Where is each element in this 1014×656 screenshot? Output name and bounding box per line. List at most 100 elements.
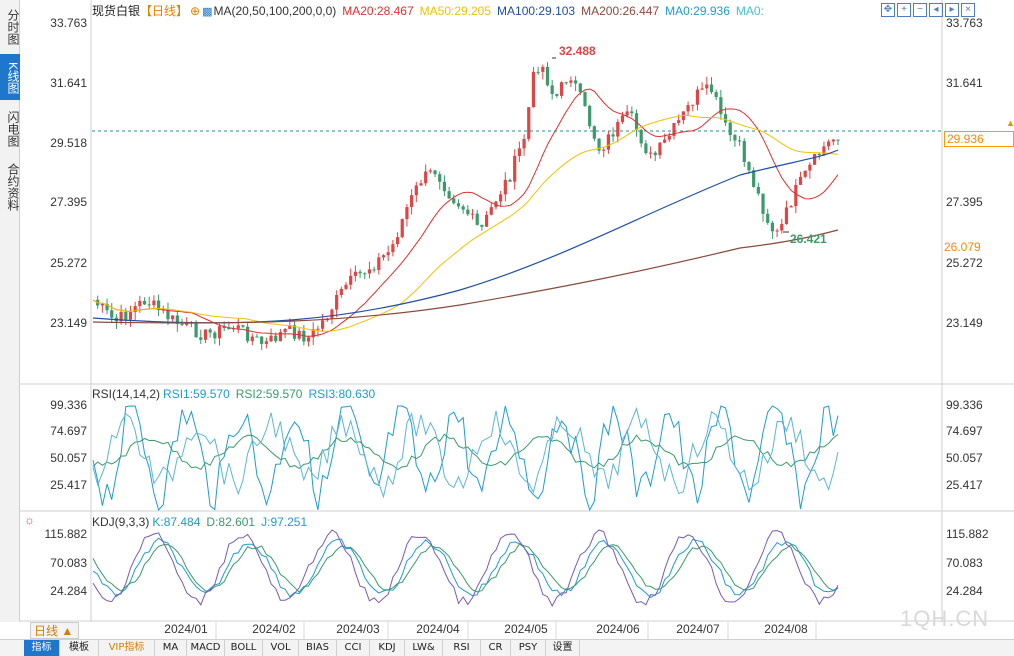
rsi3-line	[92, 406, 839, 499]
candle-body	[152, 300, 156, 306]
candle-body	[555, 93, 559, 96]
candle-body	[588, 105, 592, 127]
candle-body	[391, 244, 395, 253]
tab-macd[interactable]: MACD	[187, 640, 225, 656]
candle-body	[663, 139, 667, 143]
candle-body	[766, 213, 770, 223]
candle-body	[812, 154, 817, 165]
move-icon[interactable]: ✥	[881, 3, 895, 17]
rsi-axis-label-right: 74.697	[946, 424, 983, 438]
candle-body	[752, 170, 756, 187]
candle-body	[367, 269, 372, 274]
tab-timeshare[interactable]: 分时图	[6, 8, 20, 45]
rsi-legend: RSI(14,14,2) RSI1:59.570 RSI2:59.570 RSI3:8…	[92, 387, 381, 401]
price-axis-label-right: 25.272	[946, 256, 983, 270]
candle-body	[410, 195, 414, 208]
tab-vip-indicators[interactable]: VIP指标	[99, 640, 155, 656]
tab-rsi[interactable]: RSI	[443, 640, 481, 656]
candle-body	[480, 224, 484, 227]
candle-body	[353, 271, 357, 276]
price-axis-label-right: 23.149	[946, 316, 983, 330]
candle-body	[264, 341, 268, 344]
candle-body	[335, 295, 339, 310]
tab-psy[interactable]: PSY	[511, 640, 546, 656]
candle-body	[705, 84, 709, 89]
candle-body	[616, 122, 620, 137]
tab-contract-info[interactable]: 合约资料	[6, 162, 20, 211]
candle-body	[288, 325, 292, 329]
ma50-line	[92, 114, 839, 332]
candle-body	[653, 152, 657, 156]
ma20-value: MA20:28.467	[342, 4, 414, 18]
rsi-axis-label-left: 74.697	[50, 424, 87, 438]
tab-cci[interactable]: CCI	[337, 640, 370, 656]
candle-body	[349, 275, 353, 285]
date-label: 2024/08	[764, 622, 808, 636]
gear-icon[interactable]: ☼	[24, 513, 35, 527]
candle-body	[400, 219, 404, 238]
candle-body	[110, 310, 114, 318]
rsi-axis-label-left: 25.417	[50, 478, 87, 492]
candle-body	[213, 332, 217, 339]
left-icon[interactable]: ◂	[929, 3, 943, 17]
candle-body	[527, 107, 531, 139]
candle-body	[677, 120, 681, 124]
period-selector[interactable]: 日线 ▲	[30, 622, 79, 639]
candle-body	[142, 300, 147, 305]
candle-body	[531, 71, 536, 108]
ma0-value-2: MA0:	[735, 4, 764, 18]
chart-icon[interactable]: ▩	[202, 6, 213, 18]
candle-body	[625, 111, 629, 116]
candle-body	[466, 209, 470, 215]
tab-vol[interactable]: VOL	[263, 640, 299, 656]
tab-cr[interactable]: CR	[481, 640, 511, 656]
tab-kdj[interactable]: KDJ	[370, 640, 405, 656]
price-axis-label-right: 31.641	[946, 76, 983, 90]
candle-body	[798, 176, 803, 185]
close-icon[interactable]: ×	[961, 3, 975, 17]
rsi-axis-label-right: 99.336	[946, 398, 983, 412]
zoom-out-icon[interactable]: −	[913, 3, 927, 17]
candle-body	[742, 141, 746, 163]
candle-body	[227, 327, 231, 329]
tab-settings[interactable]: 设置	[546, 640, 580, 656]
candle-body	[419, 183, 423, 186]
tab-bias[interactable]: BIAS	[299, 640, 337, 656]
tab-kline[interactable]: K线图	[0, 54, 20, 100]
candle-body	[283, 328, 287, 333]
candle-body	[817, 154, 821, 156]
settings-icon[interactable]: ⊕	[190, 4, 201, 18]
right-icon[interactable]: ▸	[945, 3, 959, 17]
candle-body	[714, 92, 718, 98]
candle-body	[255, 336, 259, 338]
candle-body	[695, 89, 700, 105]
zoom-in-icon[interactable]: +	[897, 3, 911, 17]
rsi-axis-label-right: 25.417	[946, 478, 983, 492]
tab-flash[interactable]: 闪电图	[6, 110, 20, 147]
tab-lw[interactable]: LW&	[405, 640, 443, 656]
candle-body	[222, 326, 226, 328]
candle-body	[541, 66, 545, 72]
date-label: 2024/03	[336, 622, 380, 636]
tab-indicators[interactable]: 指标	[24, 640, 60, 656]
tab-boll[interactable]: BOLL	[225, 640, 263, 656]
ma200-price-tag: 26.079	[944, 240, 981, 254]
date-label: 2024/02	[252, 622, 296, 636]
candle-body	[517, 148, 521, 157]
rsi2-line	[92, 433, 839, 471]
candle-body	[414, 185, 418, 196]
candle-body	[691, 104, 695, 106]
candle-body	[424, 171, 428, 184]
tab-templates[interactable]: 模板	[60, 640, 99, 656]
price-axis-label-right: 27.395	[946, 195, 983, 209]
rsi2-value: RSI2:59.570	[235, 387, 303, 401]
candle-body	[499, 194, 503, 202]
candle-body	[199, 337, 203, 340]
tab-ma[interactable]: MA	[155, 640, 187, 656]
candle-body	[700, 88, 704, 90]
candle-body	[508, 179, 512, 182]
candle-body	[147, 304, 151, 306]
candle-body	[292, 325, 297, 339]
